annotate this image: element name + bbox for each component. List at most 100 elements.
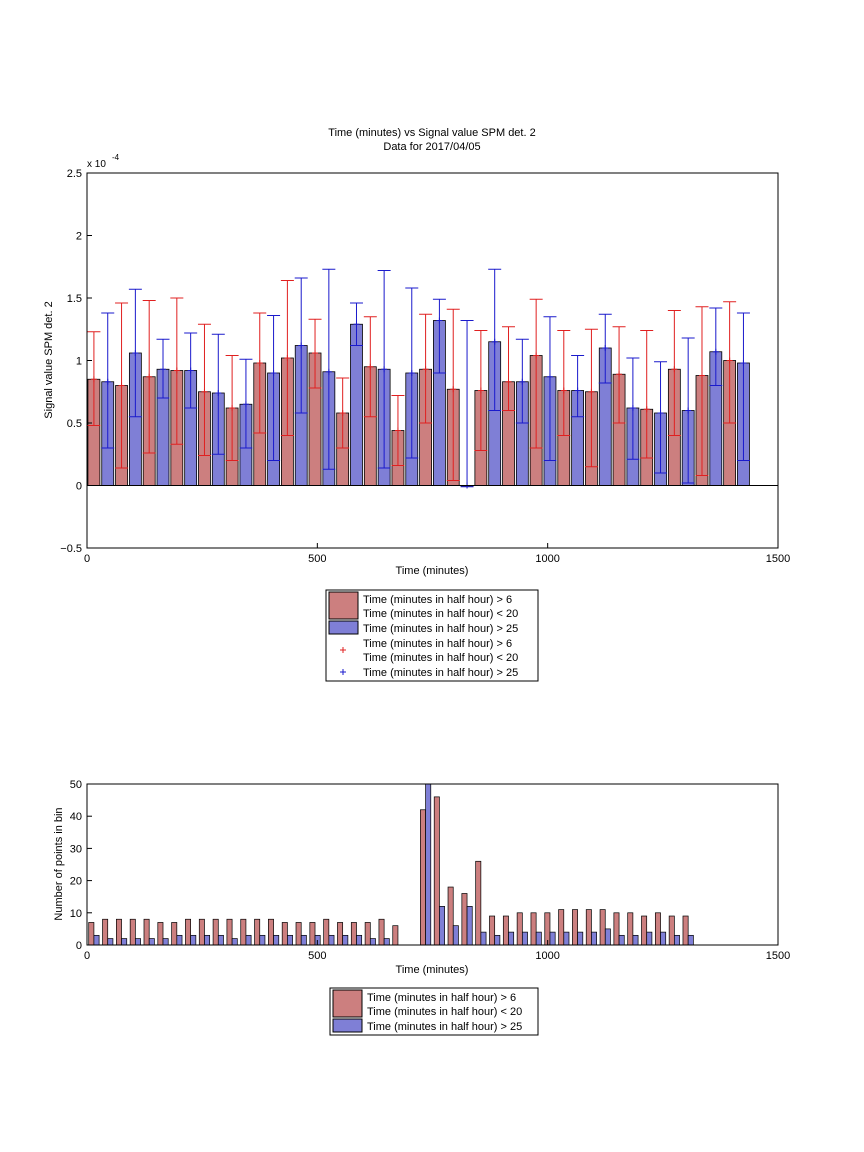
count-red-bar (364, 922, 371, 946)
red-mean-marker (146, 373, 153, 380)
blue-mean-marker (546, 373, 553, 380)
red-mean-marker (616, 371, 623, 378)
count-red-bar (337, 922, 344, 946)
blue-error-bar (460, 320, 474, 488)
count-blue-bar (646, 931, 653, 946)
count-blue-bar (577, 931, 584, 946)
signal-chart: Time (minutes) vs Signal value SPM det. … (43, 127, 790, 682)
count-blue-bar (673, 934, 680, 946)
count-red-bar (433, 796, 440, 946)
blue-mean-marker (187, 367, 194, 374)
chart1-exponent: x 10 -4 (87, 153, 120, 170)
count-blue-bar (356, 934, 363, 946)
blue-mean-marker (574, 387, 581, 394)
count-blue-bar (466, 906, 473, 946)
chart2-bars (88, 783, 694, 946)
count-red-bar (240, 918, 247, 946)
count-blue-bar (425, 783, 432, 946)
count-red-bar (157, 922, 164, 946)
red-error-bar (584, 328, 598, 468)
red-mean-marker (560, 387, 567, 394)
chart2-legend-label: Time (minutes in half hour) > 25 (367, 1021, 522, 1033)
chart1-ytick-label: 2 (76, 231, 82, 243)
count-red-bar (309, 922, 316, 946)
red-mean-marker (256, 360, 263, 366)
count-blue-bar (135, 938, 141, 946)
count-blue-bar (204, 934, 211, 946)
chart2-legend-label: Time (minutes in half hour) > 6 (367, 992, 516, 1004)
blue-mean-marker (602, 345, 609, 351)
count-red-bar (682, 915, 689, 946)
blue-mean-marker (519, 378, 526, 385)
chart1-bars (87, 320, 750, 487)
chart1-xlabel: Time (minutes) (396, 565, 469, 577)
count-red-bar (143, 918, 150, 946)
count-red-bar (516, 912, 523, 946)
chart1-ytick-label: 0.5 (67, 418, 82, 430)
chart2-ytick-label: 10 (70, 908, 82, 920)
chart1-legend-marker (340, 647, 346, 653)
chart1-axes: 0 500 1000 1500−0.500.511.522.5 (60, 168, 790, 565)
chart2-legend-swatch (332, 1018, 363, 1033)
count-blue-bar (508, 931, 515, 946)
chart1-legend-label: Time (minutes in half hour) < 20 (363, 652, 518, 664)
count-blue-bar (494, 934, 501, 946)
chart2-axes: 0 500 1000 1500 0 10 20 30 40 50 (70, 779, 790, 962)
chart2-legend-box (329, 987, 539, 1036)
count-blue-bar (480, 931, 487, 946)
count-red-bar (171, 922, 178, 946)
red-mean-marker (422, 366, 429, 373)
count-red-bar (420, 809, 426, 946)
red-error-bar (667, 310, 681, 436)
chart2-ytick-label: 20 (70, 876, 82, 888)
count-red-bar (558, 909, 565, 946)
chart2-legend: Time (minutes in half hour) > 6 Time (min… (329, 987, 539, 1036)
count-red-bar (641, 915, 648, 946)
red-mean-marker (671, 366, 678, 373)
blue-mean-marker (215, 390, 222, 396)
count-blue-bar (563, 931, 570, 946)
count-blue-bar (549, 931, 556, 946)
chart1-ytick-label: 0 (76, 481, 82, 493)
count-blue-bar (231, 938, 238, 946)
red-mean-marker (643, 406, 650, 413)
blue-mean-marker (242, 401, 249, 408)
count-red-bar (668, 915, 675, 946)
count-blue-bar (287, 934, 293, 946)
blue-error-bar (654, 361, 668, 474)
count-red-bar (102, 918, 109, 946)
chart2-ytick-label: 30 (70, 843, 82, 855)
chart1-error-bars (87, 268, 750, 489)
count-red-bar (129, 918, 136, 946)
chart1-legend: Time (minutes in half hour) > 6 Time (min… (325, 589, 539, 682)
chart2-xtick-label: 500 (308, 950, 326, 962)
count-blue-bar (521, 931, 528, 946)
chart1-ytick-label: 2.5 (67, 168, 82, 180)
count-blue-bar (245, 934, 252, 946)
red-mean-marker (505, 378, 512, 385)
red-mean-marker (533, 352, 540, 359)
chart2-frame (86, 783, 779, 946)
count-red-bar (212, 918, 219, 946)
chart2-xtick-label: 0 (84, 950, 90, 962)
chart2-ytick-label: 0 (76, 940, 82, 952)
blue-mean-marker (353, 321, 360, 328)
count-blue-bar (162, 938, 169, 946)
chart2-legend-label: Time (minutes in half hour) < 20 (367, 1006, 522, 1018)
count-red-bar (281, 922, 288, 946)
chart1-legend-label: Time (minutes in half hour) > 25 (363, 667, 518, 679)
chart1-exponent-power: -4 (112, 153, 120, 162)
count-red-bar (226, 918, 233, 946)
red-mean-marker (118, 382, 125, 389)
chart1-legend-label: Time (minutes in half hour) > 25 (363, 623, 518, 635)
chart2-ytick-label: 40 (70, 811, 82, 823)
count-blue-bar (383, 938, 390, 946)
count-red-bar (268, 918, 274, 946)
count-red-bar (378, 918, 385, 946)
red-error-bar (695, 306, 709, 476)
blue-mean-marker (104, 378, 111, 385)
count-red-bar (502, 915, 509, 946)
count-red-bar (530, 912, 537, 946)
chart1-subtitle: Data for 2017/04/05 (383, 141, 480, 153)
count-blue-bar (687, 934, 694, 946)
